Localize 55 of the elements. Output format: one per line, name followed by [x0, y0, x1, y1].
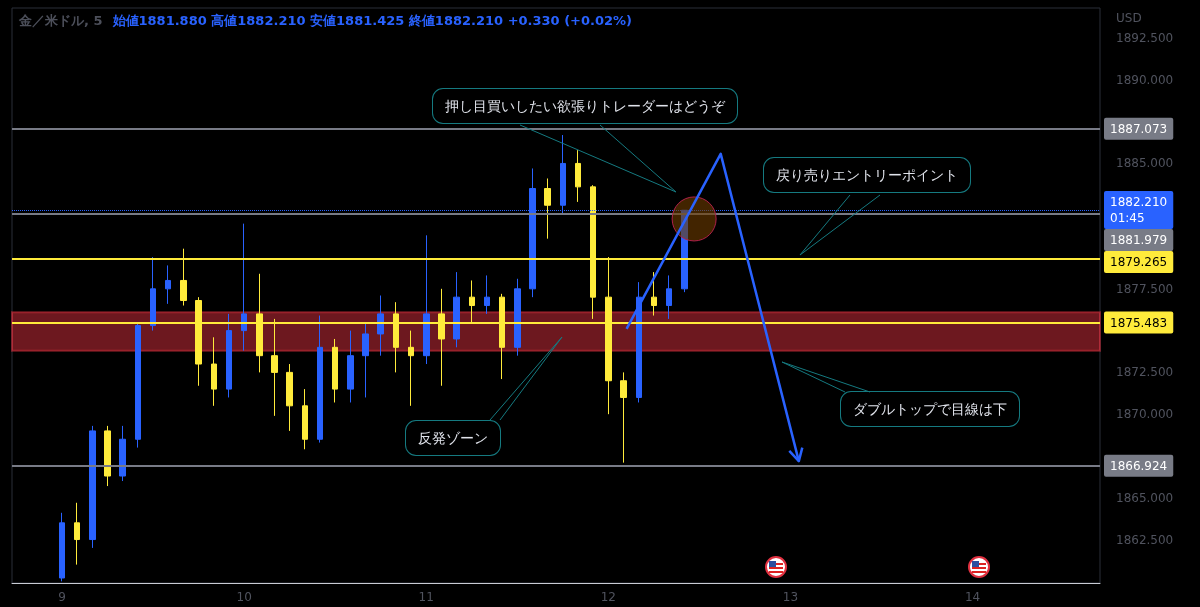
candlestick: [302, 388, 308, 450]
candlestick: [165, 264, 171, 305]
x-tick-label: 14: [964, 590, 981, 604]
candlestick: [620, 371, 627, 464]
candlestick: [544, 177, 551, 240]
chart-subtitle: 始値1881.880 高値1882.210 安値1881.425 終値1882.210 +0.330 (+0.02%): [111, 12, 633, 28]
ref-line-label: 1887.073: [1110, 121, 1168, 136]
candlestick: [59, 512, 65, 582]
y-tick-label: 1890.000: [1116, 72, 1174, 87]
ref-line-label: 1875.483: [1110, 315, 1168, 330]
x-tick-label: 13: [782, 590, 799, 604]
candlestick: [211, 336, 217, 407]
candlestick: [514, 278, 521, 357]
x-tick-label: 11: [418, 590, 434, 604]
candlestick: [484, 274, 490, 315]
y-tick-label: 1872.500: [1116, 365, 1174, 380]
chart-title: 金／米ドル, 5: [18, 12, 103, 28]
candlestick: [135, 321, 141, 449]
annotation: 戻り売りエントリーポイント: [776, 167, 958, 183]
ref-line-label: 1879.265: [1110, 255, 1168, 269]
candlestick: [286, 363, 293, 432]
candlestick: [89, 425, 96, 549]
y-tick-label: 1862.500: [1116, 532, 1174, 547]
candlestick: [332, 338, 338, 403]
candlestick: [575, 149, 581, 203]
annotation: 反発ゾーン: [418, 430, 488, 446]
candlestick: [150, 256, 156, 332]
candlestick: [636, 281, 642, 403]
y-tick-label: 1870.000: [1116, 407, 1174, 422]
candlestick: [317, 315, 323, 444]
annotation: 押し目買いしたい欲張りトレーダーはどうぞ: [445, 98, 726, 114]
candlestick: [408, 330, 414, 407]
candlestick: [423, 234, 430, 365]
candlestick: [226, 313, 232, 398]
x-tick-label: 10: [236, 590, 252, 604]
y-tick-label: 1877.500: [1116, 281, 1174, 296]
x-tick-label: 12: [600, 590, 616, 604]
y-tick-label: 1865.000: [1116, 490, 1174, 505]
candlestick: [362, 321, 369, 398]
y-tick-label: 1885.000: [1116, 156, 1174, 171]
ref-line-label: 1881.979: [1110, 233, 1168, 248]
candlestick: [104, 425, 111, 487]
ref-line-label: 1882.210 01:45: [1110, 195, 1168, 226]
candlestick: [74, 502, 80, 566]
annotation: ダブルトップで目線は下: [853, 401, 1007, 417]
ref-line-label: 1866.924: [1110, 458, 1168, 473]
candlestick: [241, 223, 247, 352]
candlestick: [651, 271, 657, 317]
candlestick: [453, 271, 460, 348]
y-axis-title: USD: [1116, 11, 1142, 25]
candlestick: [666, 274, 672, 320]
candlestick: [119, 425, 126, 482]
candlestick: [347, 330, 354, 403]
y-tick-label: 1892.500: [1116, 31, 1174, 46]
x-tick-label: 9: [58, 590, 66, 604]
